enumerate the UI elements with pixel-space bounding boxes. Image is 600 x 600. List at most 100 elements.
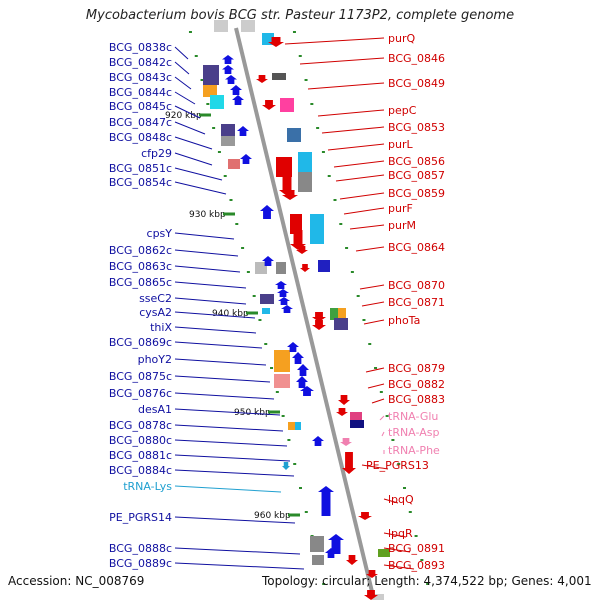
label-connector [367,383,385,389]
label-connector [174,181,227,195]
gene-arrow [262,256,274,266]
gene-arrow [336,408,348,416]
label-connector [174,375,271,383]
gene-arrow [342,452,356,474]
gene-arrow [312,312,326,322]
gene-box [280,98,294,112]
label-connector [174,121,206,135]
tick-mark [304,511,308,513]
gene-arrow [278,297,290,305]
gene-label-right: pepC [388,104,417,117]
tick-mark [374,367,378,369]
tick-mark [275,391,279,393]
tick-mark [339,223,343,225]
gene-label-right: BCG_0846 [388,52,445,65]
label-connector [174,46,189,60]
gene-label-left: BCG_0878c [109,419,172,432]
gene-label-left: phoY2 [138,353,172,366]
label-connector [174,562,305,570]
gene-arrow [268,37,284,47]
gene-box [298,172,312,192]
gene-box [203,85,217,97]
gene-label-right: BCG_0879 [388,362,445,375]
gene-label-left: cpsY [147,227,173,240]
gene-label-right: purM [388,219,416,232]
label-connector [174,547,301,555]
label-connector [361,464,389,470]
label-connector [363,319,385,325]
gene-box [378,549,390,557]
label-connector [383,498,399,504]
gene-arrow [290,230,306,250]
gene-box [298,152,312,172]
tick-mark [298,487,302,489]
label-connector [174,61,190,75]
gene-arrow [325,548,337,558]
gene-label-right: BCG_0856 [388,155,445,168]
gene-label-right: lpqQ [388,493,414,506]
label-connector [371,398,385,404]
gene-label-right: BCG_0882 [388,378,445,391]
tick-mark [426,583,430,585]
gene-box [228,159,240,169]
gene-label-left: BCG_0889c [109,557,172,570]
label-connector [174,469,295,477]
tick-mark [362,319,366,321]
gene-label-left: BCG_0862c [109,244,172,257]
label-connector [361,301,385,307]
gene-box [260,294,274,304]
topology: Topology: circular; Length: 4,374,522 bp… [262,574,592,588]
gene-arrow [281,305,293,313]
tick-mark [321,151,325,153]
gene-box [274,374,290,388]
tick-mark [414,535,418,537]
tick-mark [345,247,349,249]
label-connector [381,431,385,437]
tick-mark [200,79,204,81]
label-connector [359,284,385,290]
gene-box [338,308,346,320]
tick-mark [264,343,268,345]
gene-label-right: BCG_0893 [388,559,445,572]
gene-label-left: PE_PGRS14 [109,511,172,524]
tick-mark [316,127,320,129]
gene-arrow [296,246,308,254]
tick-mark [246,271,250,273]
gene-arrow [232,95,244,105]
label-connector [365,367,385,373]
tick-mark [229,199,233,201]
gene-label-left: cysA2 [139,306,172,319]
gene-label-left: BCG_0842c [109,56,172,69]
tick-mark [287,439,291,441]
gene-label-left: BCG_0843c [109,71,172,84]
kbp-label: 940 kbp [212,309,249,319]
gene-label-left: BCG_0863c [109,260,172,273]
gene-box [272,73,286,80]
gene-arrow [364,590,378,600]
label-connector [174,167,223,181]
label-connector [174,392,275,400]
gene-label-right: BCG_0891 [388,542,445,555]
label-connector [174,281,247,289]
label-connector [284,37,385,45]
gene-arrow [296,376,308,388]
label-connector [174,136,213,150]
gene-box [210,95,224,109]
kbp-label: 920 kbp [165,111,202,121]
gene-label-right: PE_PGRS13 [366,459,429,472]
gene-label-right: BCG_0853 [388,121,445,134]
label-connector [174,76,192,90]
gene-arrow [338,395,350,405]
tick-mark [194,55,198,57]
label-connector [343,207,385,215]
gene-label-right: BCG_0883 [388,393,445,406]
gene-box [255,262,267,274]
gene-label-left: BCG_0881c [109,449,172,462]
gene-box [312,555,324,565]
gene-label-right: purL [388,138,413,151]
label-connector [333,160,385,168]
gene-box [276,262,286,274]
label-connector [174,358,267,366]
gene-arrow [225,75,237,84]
label-connector [174,311,256,319]
